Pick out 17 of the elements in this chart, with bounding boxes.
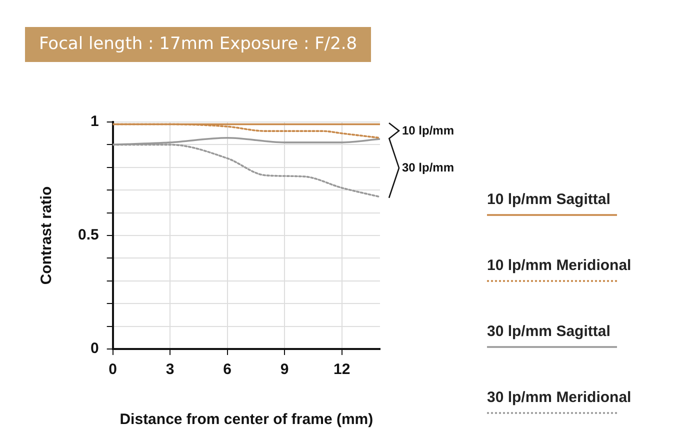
chart-title: Focal length : 17mm Exposure : F/2.8 <box>25 27 372 62</box>
text: 30 lp/mm Sagittal <box>487 323 610 340</box>
text: 30 lp/mm Meridional <box>487 389 632 406</box>
text: 10 lp/mm Meridional <box>487 257 632 274</box>
x-tick-label: 0 <box>108 361 118 378</box>
x-tick-label: 6 <box>223 361 232 378</box>
y-tick-label: 0 <box>90 340 99 358</box>
y-axis-title: Contrast ratio <box>38 186 56 285</box>
x-tick-label: 12 <box>333 361 350 378</box>
x-tick-label: 9 <box>280 361 289 378</box>
y-tick-label: 0.5 <box>78 226 99 244</box>
text: 10 lp/mm Sagittal <box>487 191 610 208</box>
y-tick-label: 1 <box>90 113 99 130</box>
text: 10 lp/mm <box>402 123 454 138</box>
text: 30 lp/mm <box>402 160 454 174</box>
x-axis-title: Distance from center of frame (mm) <box>120 411 374 428</box>
x-tick-label: 3 <box>166 361 174 378</box>
